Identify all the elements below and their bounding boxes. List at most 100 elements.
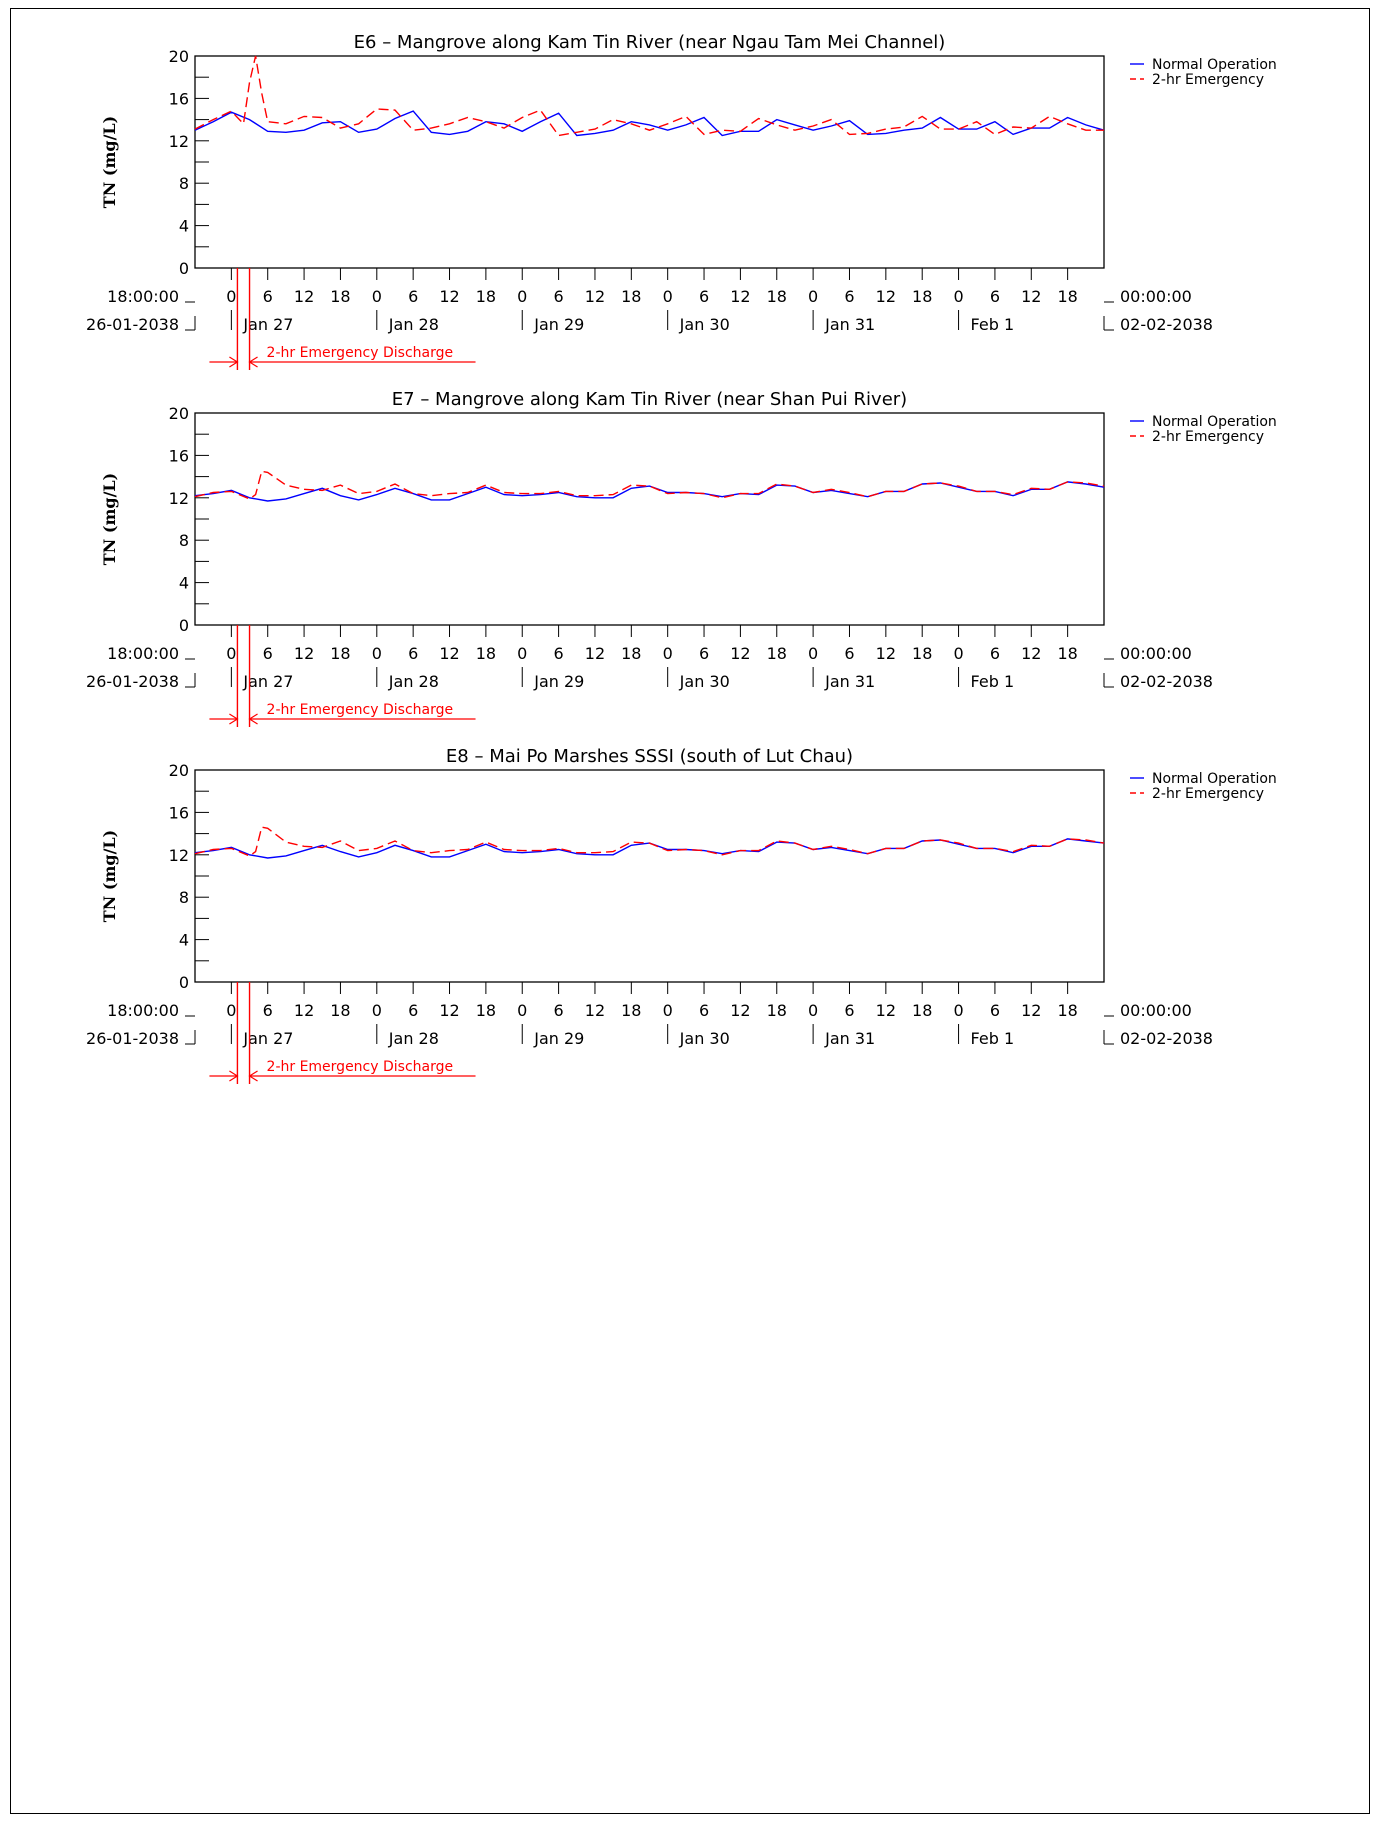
x-hour-label: 6 (554, 1001, 564, 1020)
x-end-date: 02-02-2038 (1120, 1029, 1213, 1048)
x-hour-label: 18 (476, 287, 496, 306)
x-hour-label: 0 (226, 644, 236, 663)
x-hour-label: 6 (990, 287, 1000, 306)
x-start-time: 18:00:00 (107, 644, 179, 663)
x-hour-label: 12 (876, 644, 896, 663)
y-tick-label: 0 (179, 973, 189, 992)
x-hour-label: 6 (263, 1001, 273, 1020)
x-hour-label: 0 (372, 287, 382, 306)
discharge-arrowhead (229, 713, 239, 725)
x-hour-label: 0 (953, 1001, 963, 1020)
x-hour-label: 18 (767, 287, 787, 306)
x-day-label: Jan 27 (242, 1029, 293, 1048)
x-day-label: Jan 28 (388, 1029, 439, 1048)
legend-label-normal: Normal Operation (1152, 771, 1277, 787)
y-axis-label: TN (mg/L) (100, 473, 119, 565)
x-hour-label: 12 (1021, 644, 1041, 663)
x-hour-label: 18 (621, 644, 641, 663)
x-hour-label: 6 (844, 1001, 854, 1020)
y-tick-label: 4 (179, 931, 189, 950)
y-tick-label: 8 (179, 888, 189, 907)
y-tick-label: 8 (179, 174, 189, 193)
x-hour-label: 12 (1021, 1001, 1041, 1020)
x-hour-label: 12 (439, 644, 459, 663)
x-hour-label: 18 (330, 287, 350, 306)
discharge-label: 2-hr Emergency Discharge (267, 1059, 454, 1075)
x-day-label: Jan 30 (679, 315, 730, 334)
x-hour-label: 6 (408, 1001, 418, 1020)
x-hour-label: 18 (1057, 287, 1077, 306)
legend-label-emergency: 2-hr Emergency (1152, 429, 1264, 445)
x-hour-label: 0 (808, 287, 818, 306)
series-line-emergency (194, 470, 1105, 500)
x-end-time: 00:00:00 (1120, 1001, 1192, 1020)
x-hour-label: 12 (439, 287, 459, 306)
series-line-normal (194, 838, 1105, 859)
legend-label-normal: Normal Operation (1152, 57, 1277, 73)
series-line-normal (194, 110, 1105, 137)
x-day-label: Jan 27 (242, 315, 293, 334)
x-hour-label: 18 (476, 1001, 496, 1020)
y-tick-label: 20 (169, 761, 189, 780)
legend-label-emergency: 2-hr Emergency (1152, 786, 1264, 802)
y-tick-label: 0 (179, 259, 189, 278)
x-day-label: Jan 29 (533, 672, 584, 691)
x-day-label: Jan 30 (679, 672, 730, 691)
x-hour-label: 0 (953, 644, 963, 663)
x-end-time: 00:00:00 (1120, 644, 1192, 663)
x-day-label: Jan 31 (824, 672, 875, 691)
x-start-time: 18:00:00 (107, 1001, 179, 1020)
x-hour-label: 0 (663, 287, 673, 306)
x-hour-label: 0 (517, 1001, 527, 1020)
x-hour-label: 6 (990, 1001, 1000, 1020)
x-hour-label: 12 (294, 287, 314, 306)
x-day-label: Jan 31 (824, 1029, 875, 1048)
x-end-date: 02-02-2038 (1120, 672, 1213, 691)
x-hour-label: 0 (663, 644, 673, 663)
plot-frame (194, 55, 1105, 269)
x-hour-label: 6 (408, 644, 418, 663)
discharge-arrowhead (248, 356, 258, 368)
x-hour-label: 6 (263, 287, 273, 306)
legend-label-normal: Normal Operation (1152, 414, 1277, 430)
x-hour-label: 6 (408, 287, 418, 306)
y-axis-label: TN (mg/L) (100, 830, 119, 922)
discharge-arrowhead (248, 713, 258, 725)
x-hour-label: 12 (1021, 287, 1041, 306)
discharge-label: 2-hr Emergency Discharge (267, 702, 454, 718)
x-hour-label: 12 (876, 1001, 896, 1020)
y-axis-label: TN (mg/L) (100, 116, 119, 208)
x-hour-label: 12 (585, 1001, 605, 1020)
discharge-arrowhead (229, 356, 239, 368)
series-line-normal (194, 481, 1105, 502)
discharge-arrowhead (229, 1070, 239, 1082)
x-day-label: Jan 31 (824, 315, 875, 334)
plot-frame (194, 412, 1105, 626)
x-hour-label: 12 (294, 644, 314, 663)
x-hour-label: 18 (767, 644, 787, 663)
y-tick-label: 20 (169, 404, 189, 423)
x-start-date: 26-01-2038 (86, 1029, 179, 1048)
y-tick-label: 4 (179, 574, 189, 593)
x-hour-label: 18 (912, 644, 932, 663)
x-start-date: 26-01-2038 (86, 672, 179, 691)
x-start-date: 26-01-2038 (86, 315, 179, 334)
x-day-label: Feb 1 (971, 315, 1015, 334)
y-tick-label: 8 (179, 531, 189, 550)
x-end-date: 02-02-2038 (1120, 315, 1213, 334)
y-tick-label: 16 (169, 446, 189, 465)
plot-frame (194, 769, 1105, 983)
y-tick-label: 0 (179, 616, 189, 635)
x-hour-label: 12 (439, 1001, 459, 1020)
legend-label-emergency: 2-hr Emergency (1152, 72, 1264, 88)
y-tick-label: 16 (169, 803, 189, 822)
x-hour-label: 18 (1057, 644, 1077, 663)
x-hour-label: 12 (294, 1001, 314, 1020)
x-hour-label: 0 (663, 1001, 673, 1020)
x-day-label: Feb 1 (971, 1029, 1015, 1048)
x-hour-label: 0 (517, 287, 527, 306)
x-day-label: Jan 30 (679, 1029, 730, 1048)
page-frame (10, 8, 1370, 1814)
x-hour-label: 18 (1057, 1001, 1077, 1020)
y-tick-label: 12 (169, 132, 189, 151)
